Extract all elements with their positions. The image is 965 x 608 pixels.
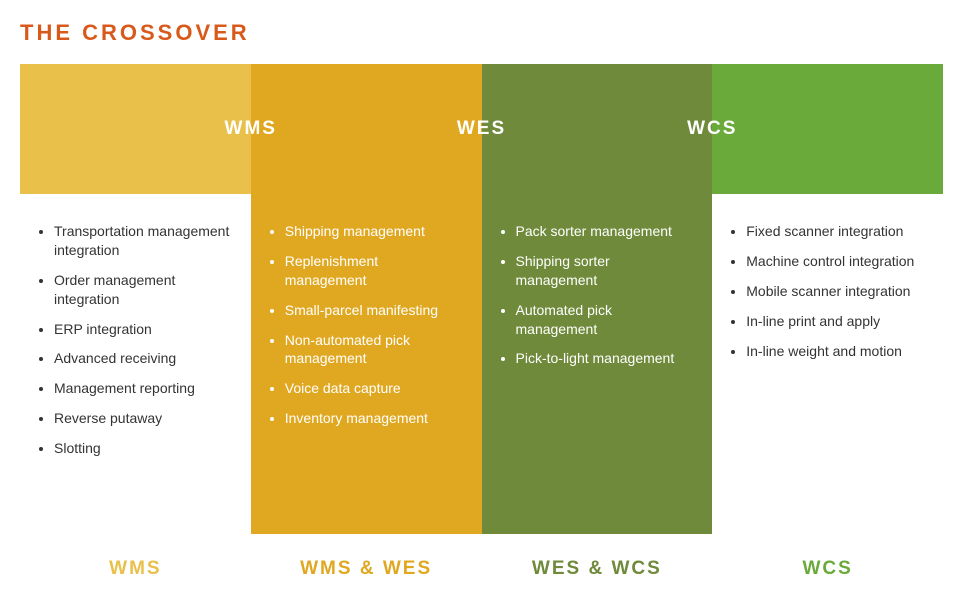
list-item: Non-automated pick management — [285, 331, 464, 369]
footer-label-wes-wcs: WES & WCS — [482, 534, 713, 604]
list-col-wms-wes: Shipping management Replenishment managem… — [251, 194, 482, 534]
list-col-wms: Transportation management integration Ord… — [20, 194, 251, 534]
list-item: Automated pick management — [516, 301, 695, 339]
list-item: Small-parcel manifesting — [285, 301, 464, 320]
list-item: Shipping management — [285, 222, 464, 241]
header-block-wcs — [712, 64, 943, 194]
list-item: In-line weight and motion — [746, 342, 925, 361]
list-item: Replenishment management — [285, 252, 464, 290]
list-item: Inventory management — [285, 409, 464, 428]
list-item: In-line print and apply — [746, 312, 925, 331]
list-item: Fixed scanner integration — [746, 222, 925, 241]
list-item: Management reporting — [54, 379, 233, 398]
crossover-chart: WMS WES WCS Transportation management in… — [20, 64, 943, 604]
body-row: Transportation management integration Ord… — [20, 194, 943, 534]
list-item: Transportation management integration — [54, 222, 233, 260]
list-item: Voice data capture — [285, 379, 464, 398]
list-item: Order management integration — [54, 271, 233, 309]
footer-label-wms: WMS — [20, 534, 251, 604]
list-col-wcs: Fixed scanner integration Machine control… — [712, 194, 943, 534]
page-title: THE CROSSOVER — [20, 20, 945, 46]
footer-label-wms-wes: WMS & WES — [251, 534, 482, 604]
list-item: Machine control integration — [746, 252, 925, 271]
list-item: Shipping sorter management — [516, 252, 695, 290]
list-item: Reverse putaway — [54, 409, 233, 428]
list-item: Slotting — [54, 439, 233, 458]
footer-row: WMS WMS & WES WES & WCS WCS — [20, 534, 943, 604]
footer-label-wcs: WCS — [712, 534, 943, 604]
list-item: Mobile scanner integration — [746, 282, 925, 301]
list-item: Pack sorter management — [516, 222, 695, 241]
header-row: WMS WES WCS — [20, 64, 943, 194]
list-item: ERP integration — [54, 320, 233, 339]
list-item: Pick-to-light management — [516, 349, 695, 368]
list-item: Advanced receiving — [54, 349, 233, 368]
list-col-wes-wcs: Pack sorter management Shipping sorter ma… — [482, 194, 713, 534]
